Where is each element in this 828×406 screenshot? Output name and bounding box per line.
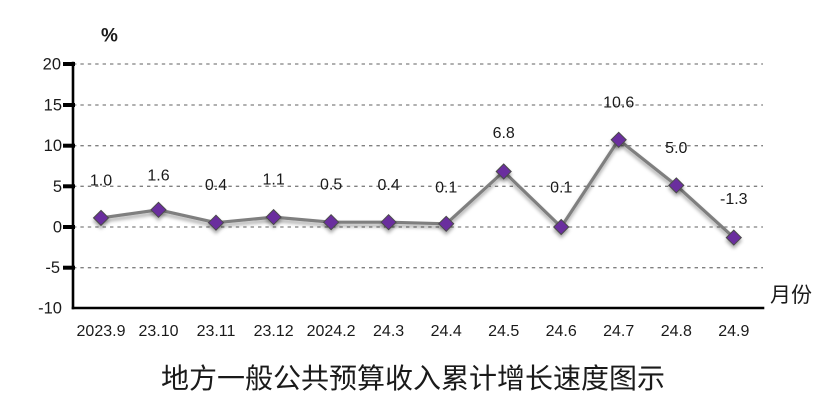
svg-text:24.3: 24.3 xyxy=(373,323,404,340)
svg-text:24.6: 24.6 xyxy=(546,323,577,340)
svg-text:24.4: 24.4 xyxy=(431,323,462,340)
svg-text:23.12: 23.12 xyxy=(254,323,294,340)
svg-text:20: 20 xyxy=(43,56,61,74)
svg-text:24.5: 24.5 xyxy=(488,323,519,340)
svg-text:24.7: 24.7 xyxy=(603,323,634,340)
svg-text:6.8: 6.8 xyxy=(493,125,515,142)
svg-text:地方一般公共预算收入累计增长速度图示: 地方一般公共预算收入累计增长速度图示 xyxy=(161,357,665,397)
svg-text:1.6: 1.6 xyxy=(147,168,169,185)
svg-text:0.1: 0.1 xyxy=(550,180,572,197)
svg-text:%: % xyxy=(101,26,118,47)
svg-text:1.0: 1.0 xyxy=(90,172,112,189)
svg-text:5.0: 5.0 xyxy=(665,140,687,157)
svg-text:2023.9: 2023.9 xyxy=(77,323,126,340)
svg-text:24.9: 24.9 xyxy=(718,323,749,340)
svg-text:1.1: 1.1 xyxy=(262,172,284,189)
svg-text:0.4: 0.4 xyxy=(377,177,399,194)
svg-text:10: 10 xyxy=(44,137,62,155)
svg-text:0.1: 0.1 xyxy=(435,180,457,197)
svg-text:23.10: 23.10 xyxy=(138,323,178,340)
svg-text:月份: 月份 xyxy=(770,279,812,309)
svg-text:0.5: 0.5 xyxy=(320,176,342,193)
svg-text:24.8: 24.8 xyxy=(661,323,692,340)
svg-text:-1.3: -1.3 xyxy=(720,191,748,208)
svg-text:-5: -5 xyxy=(45,259,60,277)
svg-text:0.4: 0.4 xyxy=(205,177,227,194)
svg-text:-10: -10 xyxy=(38,300,62,318)
svg-text:5: 5 xyxy=(53,178,62,196)
svg-text:0: 0 xyxy=(53,219,62,237)
svg-text:2024.2: 2024.2 xyxy=(307,323,356,340)
svg-text:15: 15 xyxy=(44,97,62,115)
svg-text:10.6: 10.6 xyxy=(603,94,634,111)
svg-text:23.11: 23.11 xyxy=(197,323,236,340)
